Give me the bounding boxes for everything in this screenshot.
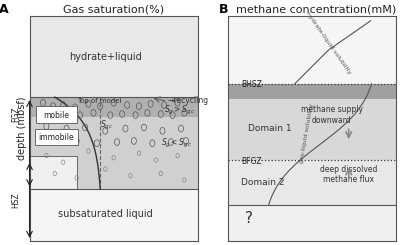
Bar	[30, 16, 198, 97]
Text: BFGZ: BFGZ	[241, 157, 262, 166]
Bar	[30, 189, 198, 241]
FancyBboxPatch shape	[34, 129, 78, 146]
Bar	[228, 205, 396, 241]
Text: B: B	[219, 3, 229, 16]
Text: ?: ?	[246, 211, 254, 226]
Text: $S_g$$<$$S_{gc}$: $S_g$$<$$S_{gc}$	[161, 137, 192, 150]
Text: A: A	[0, 3, 9, 16]
Text: Domain 1: Domain 1	[248, 124, 291, 133]
Text: hydrate+liquid: hydrate+liquid	[69, 52, 142, 62]
Bar	[228, 160, 396, 205]
Title: Gas saturation(%): Gas saturation(%)	[63, 4, 164, 14]
Text: hydrate-liquid solubility: hydrate-liquid solubility	[305, 11, 352, 75]
Text: Top of model: Top of model	[77, 98, 121, 104]
Text: HSZ: HSZ	[12, 193, 20, 208]
Text: immobile: immobile	[39, 133, 74, 142]
Bar	[30, 117, 198, 189]
Text: mobile: mobile	[44, 110, 70, 120]
Text: Domain 2: Domain 2	[241, 178, 284, 187]
Text: FGZ: FGZ	[12, 106, 20, 122]
Text: →recycling: →recycling	[168, 96, 209, 105]
Text: methane concentration(mM): methane concentration(mM)	[236, 4, 396, 14]
FancyBboxPatch shape	[36, 106, 77, 123]
Bar	[228, 16, 396, 84]
Text: $S_{gc}$: $S_{gc}$	[100, 119, 113, 132]
Text: gas-liquid solubility: gas-liquid solubility	[299, 103, 314, 164]
Text: subsaturated liquid: subsaturated liquid	[58, 209, 153, 219]
Text: deep dissolved
methane flux: deep dissolved methane flux	[320, 165, 378, 184]
Bar	[228, 84, 396, 99]
Bar	[30, 156, 77, 189]
Text: $S_g$$>$$S_{gc}$: $S_g$$>$$S_{gc}$	[164, 104, 195, 117]
Y-axis label: depth (mbsf): depth (mbsf)	[17, 97, 27, 160]
Text: BHSZ: BHSZ	[241, 80, 262, 89]
Text: methane supply
downward: methane supply downward	[301, 105, 363, 125]
Bar	[30, 97, 198, 117]
Bar	[228, 99, 396, 160]
